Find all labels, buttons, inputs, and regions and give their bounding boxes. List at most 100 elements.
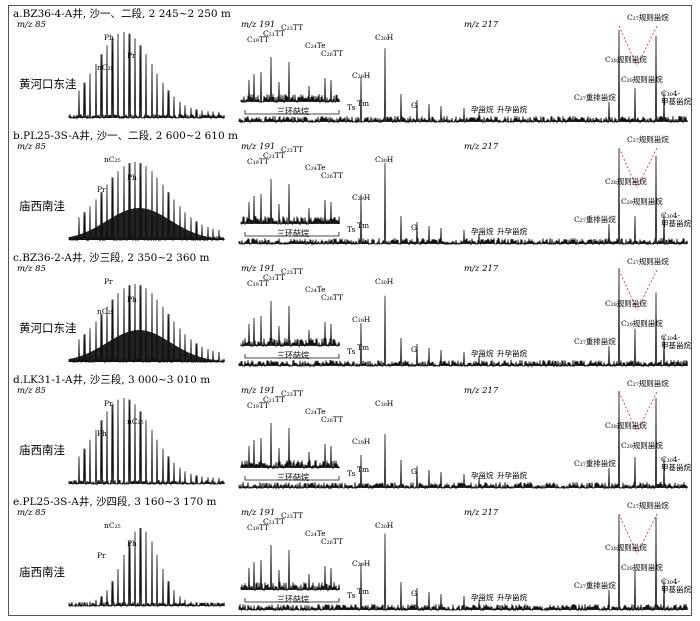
pregnane-label: 孕甾烷 — [471, 471, 494, 480]
homopregnane-label: 升孕甾烷 — [497, 471, 527, 480]
regular-sterane-link — [618, 513, 658, 555]
c26tt-label: C₂₆TT — [321, 415, 343, 424]
c19tt-label: C₁₉TT — [247, 279, 269, 288]
c19tt-label: C₁₉TT — [247, 157, 269, 166]
c29h-label: C₂₉H — [352, 437, 371, 446]
tricyclic-bracket — [244, 598, 340, 603]
c24te-label: C₂₄Te — [305, 41, 326, 50]
mz85-label: m/z 85 — [17, 142, 46, 152]
c21tt-label: C₂₁TT — [263, 395, 285, 404]
tm-label: Tm — [357, 587, 370, 596]
c21tt-label: C₂₁TT — [263, 517, 285, 526]
c24te-label: C₂₄Te — [305, 407, 326, 416]
mz191-label: m/z 191 — [241, 264, 276, 274]
tricyclic-bracket — [244, 232, 340, 237]
homopregnane-label: 升孕甾烷 — [497, 105, 527, 114]
chromatograms — [68, 147, 688, 246]
ts-label: Ts — [347, 591, 356, 600]
tricyclic-label: 三环萜烷 — [277, 595, 309, 604]
c19tt-label: C₁₉TT — [247, 35, 269, 44]
peak-label: Pr — [104, 277, 113, 286]
mz85-label: m/z 85 — [17, 264, 46, 274]
c29h-label: C₂₉H — [352, 559, 371, 568]
chromatograms — [68, 390, 688, 490]
peak-label: Ph — [127, 295, 137, 304]
m191-m217-trace — [238, 267, 688, 368]
c30h-label: C₃₀H — [375, 277, 394, 286]
panel-title: e.PL25-3S-A井, 沙四段, 3 160~3 170 m — [13, 496, 217, 508]
c29-reg-label: C₂₉规则甾烷 — [621, 197, 663, 206]
c19tt-label: C₁₉TT — [247, 523, 269, 532]
c30-methyl-label: C₃₀4- 甲基甾烷 — [661, 333, 691, 350]
c23tt-label: C₂₃TT — [281, 389, 303, 398]
homopregnane-label: 升孕甾烷 — [497, 349, 527, 358]
area-label: 庙西南洼 — [19, 565, 65, 579]
g-label: G — [411, 223, 417, 232]
m191-m217-trace — [238, 29, 688, 124]
peak-label: Pr — [97, 185, 106, 194]
peak-label: Ph — [127, 539, 137, 548]
regular-sterane-link — [618, 269, 658, 311]
m191-m217-trace — [238, 514, 688, 612]
c23tt-label: C₂₃TT — [281, 511, 303, 520]
c27-dia-label: C₂₇重排甾烷 — [574, 581, 616, 590]
c29-reg-label: C₂₉规则甾烷 — [621, 563, 663, 572]
inset-tricyclic-trace — [240, 56, 340, 104]
regular-sterane-link — [618, 147, 658, 189]
c28-reg-label: C₂₈规则甾烷 — [605, 177, 647, 186]
peak-label: Ph — [104, 33, 114, 42]
c26tt-label: C₂₆TT — [321, 49, 343, 58]
c29-reg-label: C₂₉规则甾烷 — [621, 319, 663, 328]
peak-label: nC₂₅ — [127, 417, 144, 426]
c26tt-label: C₂₆TT — [321, 537, 343, 546]
mz85-label: m/z 85 — [17, 20, 46, 30]
mz217-label: m/z 217 — [464, 508, 499, 518]
c30h-label: C₃₀H — [375, 521, 394, 530]
area-label: 庙西南洼 — [19, 199, 65, 213]
mz217-label: m/z 217 — [464, 386, 499, 396]
m85-trace — [68, 397, 225, 486]
c19tt-label: C₁₉TT — [247, 401, 269, 410]
c28-reg-label: C₂₈规则甾烷 — [605, 299, 647, 308]
inset-tricyclic-trace — [240, 544, 340, 592]
c30-methyl-label: C₃₀4- 甲基甾烷 — [661, 455, 691, 472]
pregnane-label: 孕甾烷 — [471, 105, 494, 114]
tricyclic-label: 三环萜烷 — [277, 107, 309, 116]
panel-c: c.BZ36-2-A井, 沙三段, 2 350~2 360 m 黄河口东洼 m/z … — [9, 250, 693, 372]
c24te-label: C₂₄Te — [305, 529, 326, 538]
c29h-label: C₂₉H — [352, 193, 371, 202]
tricyclic-bracket — [244, 110, 340, 115]
m85-trace — [68, 31, 225, 120]
ts-label: Ts — [347, 225, 356, 234]
g-label: G — [411, 101, 417, 110]
mz191-label: m/z 191 — [241, 20, 276, 30]
tm-label: Tm — [357, 343, 370, 352]
c26tt-label: C₂₆TT — [321, 171, 343, 180]
tricyclic-bracket — [244, 354, 340, 359]
regular-sterane-link — [618, 25, 658, 67]
c24te-label: C₂₄Te — [305, 163, 326, 172]
peak-label: Ph — [97, 429, 107, 438]
c30-methyl-label: C₃₀4- 甲基甾烷 — [661, 577, 691, 594]
c21tt-label: C₂₁TT — [263, 273, 285, 282]
c27-dia-label: C₂₇重排甾烷 — [574, 215, 616, 224]
inset-tricyclic-trace — [240, 300, 340, 348]
c29-reg-label: C₂₉规则甾烷 — [621, 75, 663, 84]
tricyclic-label: 三环萜烷 — [277, 351, 309, 360]
c28-reg-label: C₂₈规则甾烷 — [605, 543, 647, 552]
tm-label: Tm — [357, 221, 370, 230]
pregnane-label: 孕甾烷 — [471, 349, 494, 358]
c23tt-label: C₂₃TT — [281, 145, 303, 154]
peak-label: nC₂₅ — [97, 63, 114, 72]
panel-d: d.LK31-1-A井, 沙三段, 3 000~3 010 m 庙西南洼 m/z 8… — [9, 372, 693, 494]
c29h-label: C₂₉H — [352, 71, 371, 80]
pregnane-label: 孕甾烷 — [471, 227, 494, 236]
c24te-label: C₂₄Te — [305, 285, 326, 294]
panel-b: b.PL25-3S-A井, 沙一、二段, 2 600~2 610 m 庙西南洼 m/… — [9, 128, 693, 250]
ts-label: Ts — [347, 469, 356, 478]
panel-title: d.LK31-1-A井, 沙三段, 3 000~3 010 m — [13, 374, 211, 386]
mz85-label: m/z 85 — [17, 386, 46, 396]
panel-e: e.PL25-3S-A井, 沙四段, 3 160~3 170 m 庙西南洼 m/z … — [9, 494, 693, 616]
tricyclic-bracket — [244, 476, 340, 481]
peak-label: Ph — [127, 173, 137, 182]
